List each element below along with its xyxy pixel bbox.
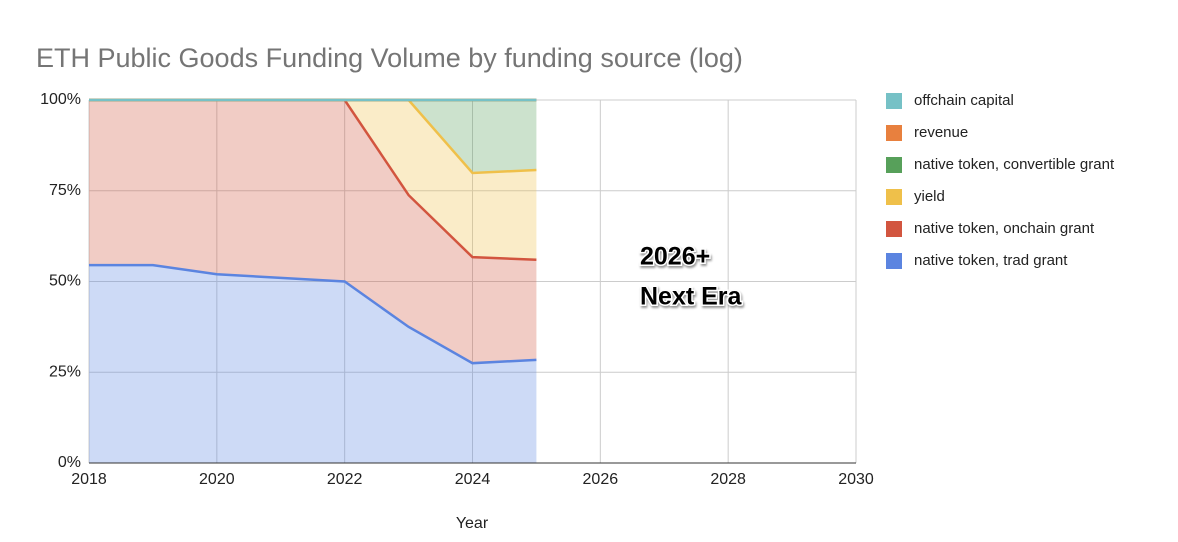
legend-swatch [886,93,902,109]
x-tick-label: 2026 [583,471,619,488]
annotation: Next Era [640,283,743,311]
chart-title: ETH Public Goods Funding Volume by fundi… [36,43,743,73]
legend-label: native token, convertible grant [914,156,1115,173]
area [89,100,537,260]
legend-swatch [886,125,902,141]
x-tick-label: 2030 [838,471,874,488]
area [89,100,537,173]
y-tick-label: 100% [40,91,81,108]
legend-swatch [886,221,902,237]
legend-label: yield [914,188,945,205]
legend-label: offchain capital [914,92,1014,109]
y-tick-label: 0% [58,454,81,471]
area [89,100,537,364]
x-tick-label: 2028 [710,471,746,488]
legend-label: revenue [914,124,968,141]
series-line [89,263,537,365]
legend-swatch [886,189,902,205]
legend-swatch [886,253,902,269]
y-tick-label: 25% [49,363,81,380]
x-tick-label: 2024 [455,471,491,488]
legend-swatch [886,157,902,173]
x-axis-label: Year [456,515,489,532]
y-tick-label: 50% [49,273,81,290]
legend-label: native token, onchain grant [914,220,1095,237]
x-tick-label: 2022 [327,471,363,488]
annotation: 2026+ [640,243,710,271]
area [89,265,537,463]
x-tick-label: 2018 [71,471,107,488]
x-tick-label: 2020 [199,471,235,488]
legend-label: native token, trad grant [914,252,1068,269]
y-tick-label: 75% [49,182,81,199]
